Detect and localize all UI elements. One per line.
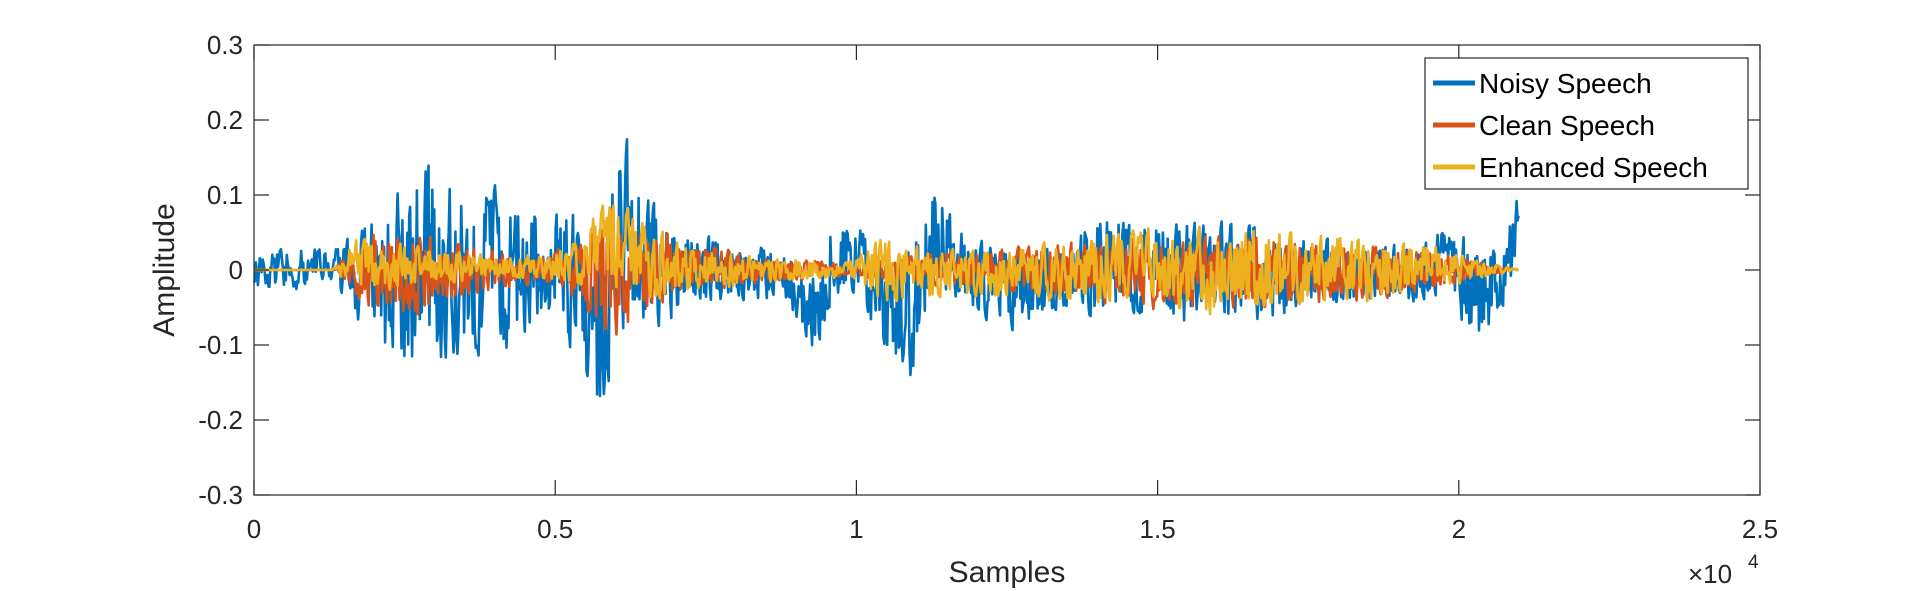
y-tick-label: -0.1 [198,330,243,360]
y-tick-label: 0.2 [207,105,243,135]
y-tick-label: 0 [229,255,243,285]
legend-label-enhanced: Enhanced Speech [1479,152,1708,183]
y-tick-label: -0.3 [198,480,243,510]
legend-label-clean: Clean Speech [1479,110,1655,141]
y-axis-title: Amplitude [148,203,181,336]
series-layer [252,138,1520,398]
x-exponent-base: ×10 [1688,559,1732,589]
legend: Noisy Speech Clean Speech Enhanced Speec… [1424,57,1749,190]
legend-box [1424,57,1749,190]
x-tick-label: 1 [849,514,863,544]
legend-entry-noisy: Noisy Speech [1433,68,1652,99]
x-exponent-label: ×10 4 [1688,552,1759,589]
x-axis-title: Samples [949,556,1066,589]
legend-entry-enhanced: Enhanced Speech [1433,152,1708,183]
x-tick-label: 0.5 [537,514,573,544]
x-tick-label: 0 [247,514,261,544]
x-tick-label: 2 [1452,514,1466,544]
legend-label-noisy: Noisy Speech [1479,68,1652,99]
legend-entry-clean: Clean Speech [1433,110,1655,141]
labels-layer: 0 0.5 1 1.5 2 2.5 -0.3 -0.2 -0.1 0 0.1 0.2 0.3 [198,30,1778,544]
ticks-layer [253,44,1761,496]
x-tick-label: 2.5 [1742,514,1778,544]
x-exponent-power: 4 [1748,552,1759,573]
y-tick-label: -0.2 [198,405,243,435]
y-tick-label: 0.3 [207,30,243,60]
x-tick-label: 1.5 [1140,514,1176,544]
y-tick-label: 0.1 [207,180,243,210]
series-line-enhanced [253,204,1519,316]
